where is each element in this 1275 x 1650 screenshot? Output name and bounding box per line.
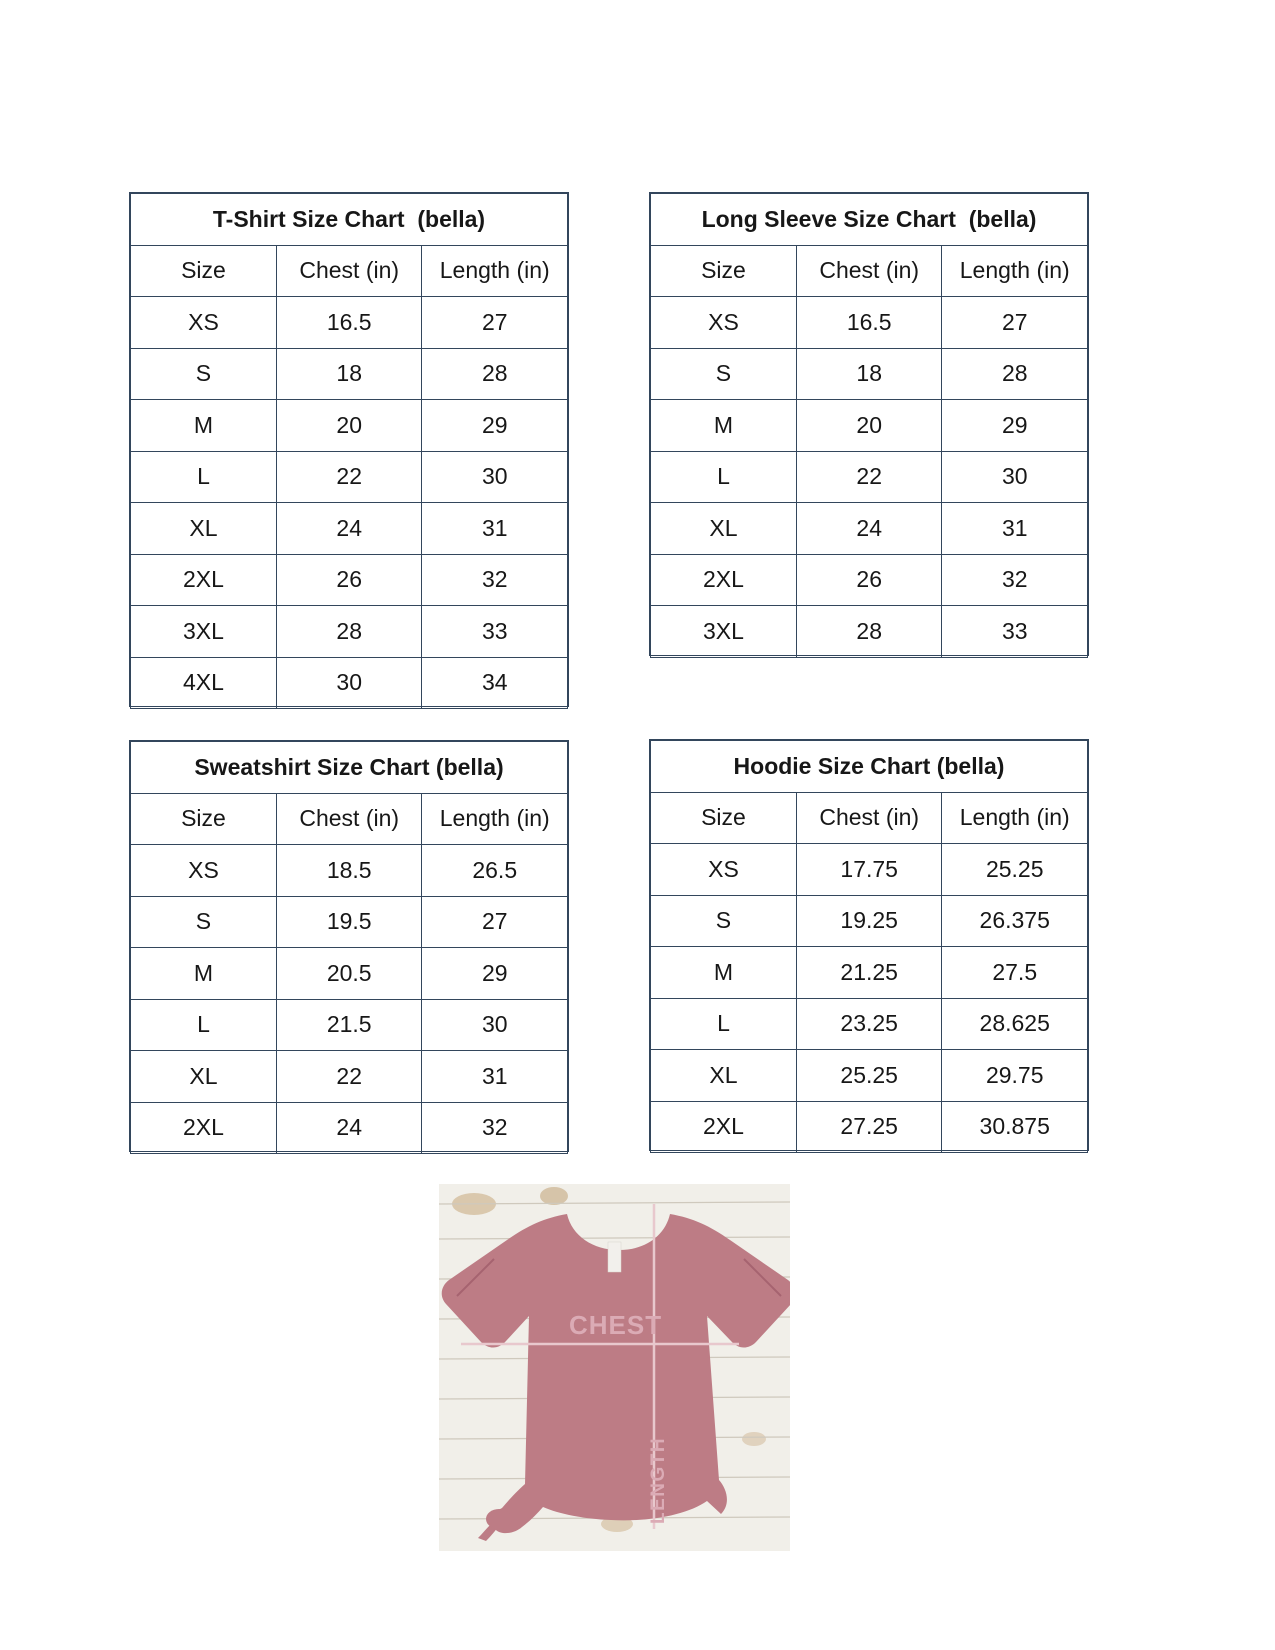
svg-text:CHEST: CHEST — [569, 1310, 662, 1340]
svg-text:LENGTH: LENGTH — [648, 1437, 669, 1524]
